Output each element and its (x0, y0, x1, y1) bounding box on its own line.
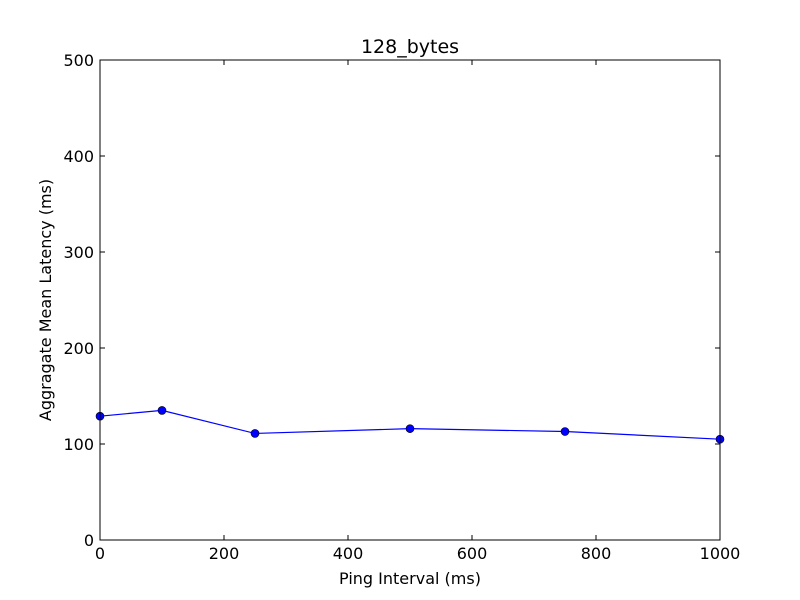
y-axis-label: Aggragate Mean Latency (ms) (36, 179, 55, 421)
chart-title: 128_bytes (361, 36, 459, 58)
x-tick-label: 1000 (700, 544, 741, 563)
x-tick-label: 200 (209, 544, 240, 563)
y-tick-label: 0 (84, 531, 94, 550)
y-tick-label: 400 (63, 147, 94, 166)
axis-ticks (99, 59, 721, 541)
x-tick-label: 800 (581, 544, 612, 563)
x-tick-label: 400 (333, 544, 364, 563)
data-point (560, 427, 570, 436)
x-tick-label: 0 (95, 544, 105, 563)
data-point (250, 429, 260, 438)
y-tick-label: 300 (63, 243, 94, 262)
y-tick-label: 200 (63, 339, 94, 358)
x-tick-labels: 0 200 400 600 800 1000 (95, 544, 740, 563)
data-point (157, 406, 167, 415)
x-axis-label: Ping Interval (ms) (339, 569, 481, 588)
y-tick-label: 100 (63, 435, 94, 454)
y-tick-label: 500 (63, 51, 94, 70)
plot-frame (99, 59, 721, 541)
x-tick-label: 600 (457, 544, 488, 563)
series-line (99, 409, 721, 440)
data-point (405, 424, 415, 433)
y-tick-labels: 0 100 200 300 400 500 (63, 51, 94, 550)
series-layer (95, 406, 725, 444)
